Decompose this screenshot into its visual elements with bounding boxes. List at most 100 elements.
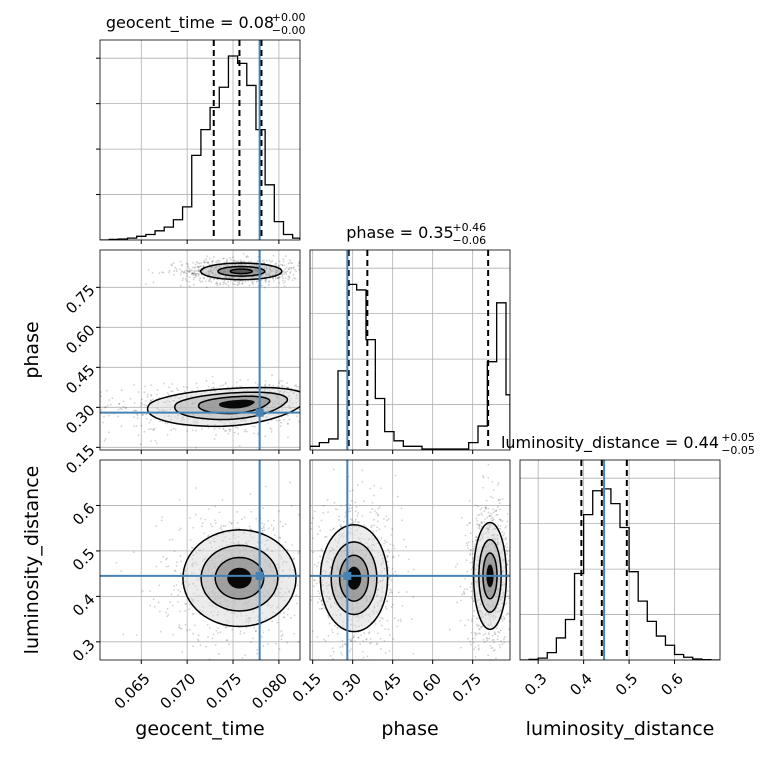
sample-point	[267, 520, 270, 522]
sample-point	[293, 266, 296, 269]
sample-point	[499, 666, 501, 668]
sample-point	[396, 495, 399, 498]
sample-point	[387, 566, 390, 569]
sample-point	[301, 617, 303, 619]
sample-point	[318, 581, 321, 584]
sample-point	[186, 263, 189, 266]
sample-point	[301, 560, 303, 562]
sample-point	[253, 279, 256, 282]
sample-point	[498, 631, 501, 634]
sample-point	[338, 518, 340, 521]
sample-point	[460, 516, 463, 519]
sample-point	[350, 648, 352, 651]
sample-point	[188, 280, 191, 283]
sample-point	[219, 384, 222, 387]
sample-point	[278, 265, 280, 268]
sample-point	[187, 267, 190, 270]
sample-point	[144, 385, 147, 388]
sample-point	[272, 528, 275, 531]
sample-point	[278, 260, 281, 263]
sample-point	[211, 375, 214, 378]
sample-point	[239, 385, 241, 388]
sample-point	[235, 260, 238, 263]
sample-point	[161, 516, 164, 519]
sample-point	[137, 434, 140, 437]
sample-point	[197, 270, 200, 272]
sample-point	[391, 567, 394, 570]
sample-point	[318, 597, 321, 600]
sample-point	[280, 421, 283, 424]
sample-point	[197, 268, 200, 271]
sample-point	[223, 257, 225, 260]
sample-point	[280, 630, 283, 632]
sample-point	[325, 535, 328, 538]
sample-point	[193, 663, 195, 665]
sample-point	[354, 520, 357, 523]
x-tick-label: 0.075	[202, 670, 245, 713]
sample-point	[492, 511, 495, 514]
contour-line	[338, 554, 370, 602]
sample-point	[298, 420, 300, 423]
sample-point	[410, 618, 413, 621]
sample-point	[198, 269, 201, 272]
sample-point	[495, 627, 498, 630]
sample-point	[320, 375, 322, 377]
sample-point	[150, 394, 153, 397]
sample-point	[284, 271, 287, 274]
truth-marker	[343, 571, 352, 580]
sample-point	[201, 428, 204, 430]
sample-point	[471, 557, 474, 560]
sample-point	[180, 627, 183, 630]
sample-point	[511, 673, 513, 675]
sample-point	[213, 438, 216, 440]
sample-point	[230, 258, 232, 261]
sample-point	[232, 259, 235, 262]
sample-point	[225, 259, 228, 262]
sample-point	[181, 270, 183, 273]
sample-point	[197, 275, 200, 277]
sample-point	[377, 664, 379, 666]
sample-point	[208, 280, 210, 283]
sample-point	[477, 648, 480, 651]
x-tick-label: 0.6	[657, 670, 687, 700]
sample-point	[193, 266, 196, 268]
sample-point	[324, 536, 326, 538]
sample-point	[179, 260, 182, 263]
x-tick-label: 0.4	[566, 670, 596, 700]
sample-point	[179, 273, 182, 276]
sample-point	[279, 263, 282, 266]
contour-panel-geocent_time-phase	[96, 249, 327, 454]
sample-point	[466, 588, 469, 591]
sample-point	[470, 643, 472, 646]
sample-point	[272, 277, 274, 280]
sample-point	[516, 557, 518, 559]
sample-point	[292, 267, 295, 269]
sample-point	[214, 644, 217, 646]
sample-point	[393, 547, 396, 550]
contour-line	[182, 529, 297, 628]
sample-point	[208, 279, 211, 282]
sample-point	[341, 653, 344, 656]
sample-point	[385, 541, 388, 543]
title-plus: +0.00	[272, 11, 306, 24]
sample-point	[376, 705, 378, 707]
sample-point	[233, 279, 236, 282]
sample-point	[393, 617, 396, 620]
sample-point	[119, 407, 122, 410]
sample-point	[510, 646, 512, 648]
sample-point	[285, 266, 288, 269]
sample-point	[386, 560, 389, 563]
sample-point	[304, 541, 306, 543]
sample-point	[370, 524, 373, 527]
sample-point	[506, 546, 509, 549]
sample-point	[239, 630, 242, 633]
y-tick-label: 0.30	[62, 401, 98, 437]
sample-point	[301, 610, 303, 612]
sample-point	[145, 417, 148, 420]
sample-point	[253, 432, 256, 435]
sample-point	[478, 647, 480, 650]
sample-point	[391, 528, 394, 531]
sample-point	[325, 389, 327, 391]
sample-point	[495, 513, 498, 516]
sample-point	[300, 613, 302, 615]
